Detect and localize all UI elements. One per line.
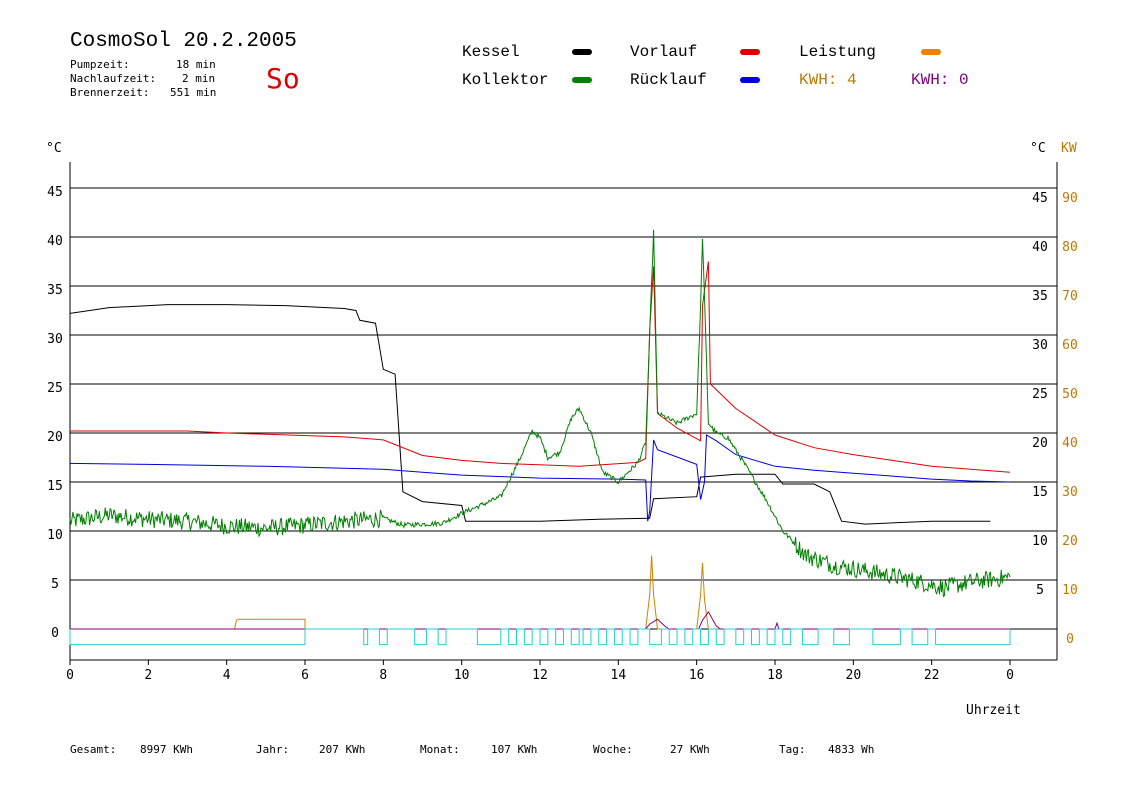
x-tick-label: 14 [611, 668, 627, 683]
y-tick-label-right-celsius: 40 [1032, 240, 1048, 255]
x-tick-label: 6 [301, 668, 309, 683]
footer-woche-label: Woche: [593, 743, 633, 756]
series-leistung [70, 555, 1010, 630]
x-tick-label: 8 [379, 668, 387, 683]
y-tick-label-right-kw: 50 [1062, 387, 1078, 402]
y-tick-label-right-celsius: 5 [1036, 583, 1044, 598]
stat-pumpzeit-value: 18 min [176, 58, 216, 71]
stat-nachlaufzeit-value: 2 min [182, 72, 216, 85]
y-axis-unit-right-kw: KW [1061, 141, 1077, 156]
y-tick-label-right-celsius: 45 [1032, 191, 1048, 206]
series-kessel [69, 304, 991, 525]
day-label: So [266, 62, 300, 95]
y-tick-label-left: 40 [47, 234, 63, 249]
y-tick-label-left: 10 [47, 528, 63, 543]
series-kollektor [69, 229, 1011, 598]
series-vorlauf [70, 261, 1011, 473]
x-tick-label: 22 [924, 668, 940, 683]
x-tick-label: 4 [223, 668, 231, 683]
footer-gesamt-value: 8997 KWh [140, 743, 193, 756]
stat-brennerzeit-label: Brennerzeit: [70, 86, 150, 99]
y-tick-label-left: 20 [47, 430, 63, 445]
y-tick-label-left: 45 [47, 185, 63, 200]
x-tick-label: 20 [846, 668, 862, 683]
footer-monat-label: Monat: [420, 743, 460, 756]
y-tick-label-right-kw: 80 [1062, 240, 1078, 255]
y-tick-label-right-celsius: 35 [1032, 289, 1048, 304]
y-tick-label-right-kw: 40 [1062, 436, 1078, 451]
y-tick-label-right-kw: 70 [1062, 289, 1078, 304]
series-r-cklauf [69, 434, 1011, 522]
y-tick-label-right-kw: 60 [1062, 338, 1078, 353]
legend-swatch-leistung [921, 49, 941, 55]
kwh-leistung: KWH: 4 [799, 71, 857, 89]
stat-nachlaufzeit-label: Nachlaufzeit: [70, 72, 157, 85]
y-tick-label-right-celsius: 20 [1032, 436, 1048, 451]
stat-pumpzeit-label: Pumpzeit: [70, 58, 130, 71]
footer-tag-label: Tag: [779, 743, 806, 756]
y-tick-label-left: 0 [51, 626, 59, 641]
footer-monat-value: 107 KWh [491, 743, 538, 756]
x-tick-label: 16 [689, 668, 705, 683]
grid-lines [70, 187, 1057, 630]
x-tick-label: 12 [532, 668, 548, 683]
series-lines [69, 229, 1011, 646]
footer-jahr-label: Jahr: [256, 743, 290, 756]
y-tick-label-right-kw: 30 [1062, 485, 1078, 500]
axes: 0 2 4 6 8 10 12 14 16 18 20 22 0 0 5 10 15 20 25 30 35 40 45 5 1… [47, 162, 1078, 683]
x-tick-label: 0 [66, 668, 74, 683]
stat-brennerzeit-value: 551 min [170, 86, 217, 99]
y-tick-label-right-celsius: 15 [1032, 485, 1048, 500]
x-axis-label: Uhrzeit [966, 703, 1021, 718]
x-tick-label: 10 [454, 668, 470, 683]
legend-swatch-kollektor [572, 77, 592, 83]
y-tick-label-left: 30 [47, 332, 63, 347]
y-axis-unit-left: °C [46, 141, 62, 156]
footer-woche-value: 27 KWh [670, 743, 710, 756]
legend-label-kessel: Kessel [462, 43, 520, 61]
footer-jahr-value: 207 KWh [319, 743, 366, 756]
y-tick-label-right-kw: 20 [1062, 534, 1078, 549]
x-tick-label: 2 [144, 668, 152, 683]
legend-swatch-vorlauf [740, 49, 760, 55]
y-tick-label-left: 15 [47, 479, 63, 494]
legend-swatch-kessel [572, 49, 592, 55]
y-tick-label-right-kw: 90 [1062, 191, 1078, 206]
legend-swatch-ruecklauf [740, 77, 760, 83]
y-tick-label-left: 5 [51, 577, 59, 592]
legend-label-vorlauf: Vorlauf [630, 43, 698, 61]
y-tick-label-right-celsius: 10 [1032, 534, 1048, 549]
legend-label-kollektor: Kollektor [462, 71, 549, 89]
kwh-second: KWH: 0 [911, 71, 969, 89]
footer-tag-value: 4833 Wh [828, 743, 875, 756]
y-tick-label-right-kw: 10 [1062, 583, 1078, 598]
footer-gesamt-label: Gesamt: [70, 743, 117, 756]
x-tick-label: 0 [1006, 668, 1014, 683]
y-tick-label-right-celsius: 30 [1032, 338, 1048, 353]
legend-label-leistung: Leistung [799, 43, 876, 61]
y-tick-label-left: 35 [47, 283, 63, 298]
series-leistung2 [70, 610, 1010, 630]
x-tick-label: 18 [767, 668, 783, 683]
y-tick-label-left: 25 [47, 381, 63, 396]
y-tick-label-right-celsius: 25 [1032, 387, 1048, 402]
y-tick-label-right-kw: 0 [1066, 632, 1074, 647]
legend-label-ruecklauf: Rücklauf [630, 71, 707, 89]
chart-title: CosmoSol 20.2.2005 [70, 30, 297, 53]
y-axis-unit-right-celsius: °C [1030, 141, 1046, 156]
series-pumpe [69, 628, 1011, 646]
